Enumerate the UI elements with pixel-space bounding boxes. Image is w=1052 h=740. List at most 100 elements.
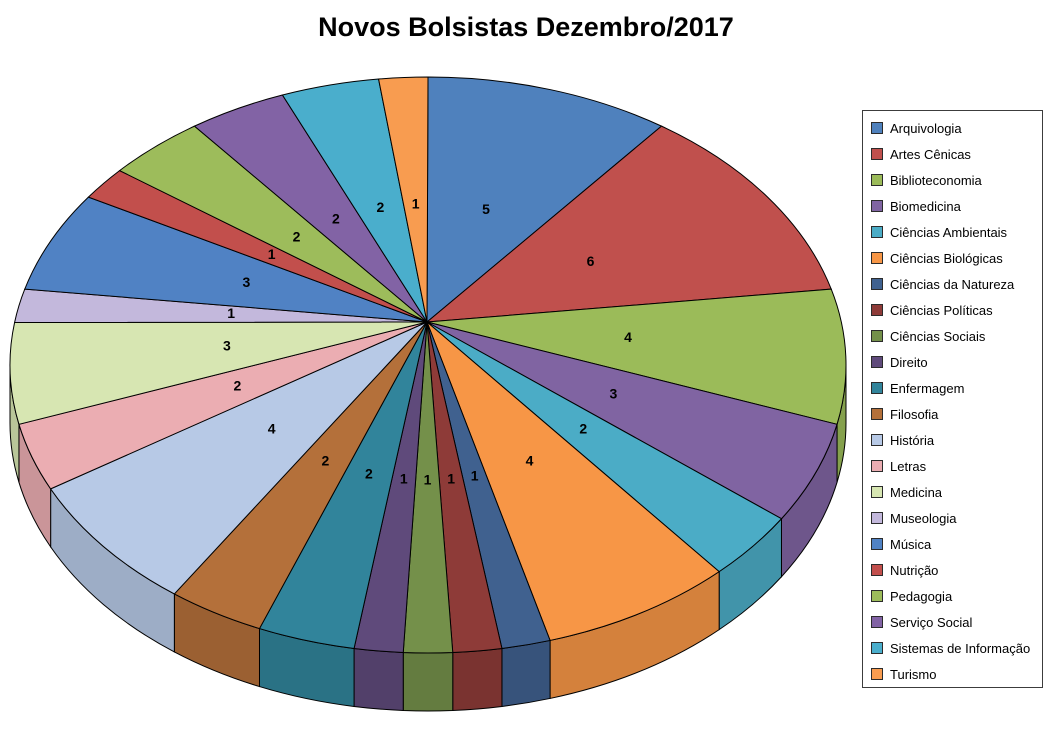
legend-item[interactable]: Nutrição	[871, 557, 1042, 583]
legend-item[interactable]: Biblioteconomia	[871, 167, 1042, 193]
slice-data-label: 2	[322, 452, 330, 468]
slice-data-label: 1	[412, 195, 420, 211]
legend-label: Ciências Políticas	[890, 302, 993, 318]
pie-slice[interactable]: Artes Cênicas: 6	[425, 125, 832, 323]
legend-item[interactable]: Ciências Ambientais	[871, 219, 1042, 245]
legend-swatch	[871, 642, 883, 654]
legend-swatch	[871, 408, 883, 420]
slice-data-label: 1	[400, 471, 408, 487]
slice-data-label: 1	[447, 471, 455, 487]
legend-label: Nutrição	[890, 562, 939, 578]
legend-swatch	[871, 538, 883, 550]
legend-label: Ciências da Natureza	[890, 276, 1015, 292]
legend-item[interactable]: Letras	[871, 453, 1042, 479]
legend-item[interactable]: Biomedicina	[871, 193, 1042, 219]
legend-label: Turismo	[890, 666, 937, 682]
pie-slice[interactable]: Turismo: 1	[377, 76, 429, 323]
legend-swatch	[871, 434, 883, 446]
legend-item[interactable]: Ciências Biológicas	[871, 245, 1042, 271]
legend-label: Direito	[890, 354, 928, 370]
pie-slice[interactable]: Música: 3	[24, 196, 428, 323]
legend-label: Museologia	[890, 510, 957, 526]
legend-label: Medicina	[890, 484, 943, 500]
slice-data-label: 2	[332, 210, 340, 226]
slice-data-label: 2	[365, 466, 373, 482]
slice-data-label: 2	[376, 199, 384, 215]
legend-item[interactable]: História	[871, 427, 1042, 453]
legend-item[interactable]: Música	[871, 531, 1042, 557]
slice-data-label: 2	[579, 420, 587, 436]
pie-slice[interactable]: História: 4	[49, 321, 428, 595]
legend-item[interactable]: Artes Cênicas	[871, 141, 1042, 167]
legend-item[interactable]: Ciências da Natureza	[871, 271, 1042, 297]
legend-item[interactable]: Medicina	[871, 479, 1042, 505]
pie-slice[interactable]: Arquivologia: 5	[426, 76, 663, 324]
legend-swatch	[871, 148, 883, 160]
legend-swatch	[871, 616, 883, 628]
legend-item[interactable]: Museologia	[871, 505, 1042, 531]
legend-swatch	[871, 460, 883, 472]
legend-item[interactable]: Turismo	[871, 661, 1042, 687]
legend-swatch	[871, 122, 883, 134]
legend-label: Biomedicina	[890, 198, 961, 214]
slice-data-label: 1	[268, 246, 276, 262]
slice-data-label: 3	[223, 337, 231, 353]
legend-label: Ciências Ambientais	[890, 224, 1008, 240]
legend-swatch	[871, 356, 883, 368]
slice-data-label: 4	[268, 420, 276, 436]
legend-label: História	[890, 432, 935, 448]
legend-swatch	[871, 226, 883, 238]
pie-slice-wall	[353, 647, 404, 712]
legend-swatch	[871, 512, 883, 524]
slice-data-label: 3	[242, 274, 250, 290]
pie-slice[interactable]: Biomedicina: 3	[426, 321, 838, 520]
legend-label: Serviço Social	[890, 614, 973, 630]
slice-data-label: 1	[227, 305, 235, 321]
legend-swatch	[871, 330, 883, 342]
pie-slice[interactable]: Ciências Biológicas: 4	[426, 321, 720, 642]
pie-slice[interactable]: Biblioteconomia: 4	[426, 288, 847, 425]
legend-swatch	[871, 668, 883, 680]
legend-label: Arquivologia	[890, 120, 962, 136]
legend-label: Ciências Biológicas	[890, 250, 1003, 266]
legend-swatch	[871, 174, 883, 186]
chart-title: Novos Bolsistas Dezembro/2017	[318, 12, 734, 42]
legend-item[interactable]: Enfermagem	[871, 375, 1042, 401]
legend-item[interactable]: Direito	[871, 349, 1042, 375]
legend-swatch	[871, 590, 883, 602]
legend-item[interactable]: Ciências Sociais	[871, 323, 1042, 349]
pie-slice-wall	[402, 651, 454, 712]
legend-item[interactable]: Pedagogia	[871, 583, 1042, 609]
legend-item[interactable]: Arquivologia	[871, 115, 1042, 141]
legend-label: Sistemas de Informação	[890, 640, 1031, 656]
slice-data-label: 3	[610, 385, 618, 401]
slice-data-label: 1	[471, 468, 479, 484]
legend-label: Pedagogia	[890, 588, 953, 604]
legend-label: Enfermagem	[890, 380, 965, 396]
slice-data-label: 5	[482, 201, 490, 217]
legend-swatch	[871, 252, 883, 264]
legend-swatch	[871, 564, 883, 576]
legend-swatch	[871, 278, 883, 290]
slice-data-label: 4	[526, 452, 534, 468]
slice-data-label: 1	[424, 472, 432, 488]
slice-data-label: 2	[234, 378, 242, 394]
legend-label: Artes Cênicas	[890, 146, 971, 162]
pie-slice[interactable]: Medicina: 3	[9, 321, 428, 425]
legend-item[interactable]: Serviço Social	[871, 609, 1042, 635]
pie-slice-wall	[501, 639, 551, 708]
slice-data-label: 6	[587, 253, 595, 269]
legend-item[interactable]: Ciências Políticas	[871, 297, 1042, 323]
slice-data-label: 4	[624, 329, 632, 345]
legend-label: Letras	[890, 458, 927, 474]
pie-slice-wall	[452, 647, 503, 712]
legend: Arquivologia Artes Cênicas Biblioteconomia…	[862, 110, 1043, 688]
legend-item[interactable]: Sistemas de Informação	[871, 635, 1042, 661]
legend-label: Música	[890, 536, 932, 552]
legend-swatch	[871, 304, 883, 316]
legend-label: Biblioteconomia	[890, 172, 982, 188]
slice-data-label: 2	[293, 229, 301, 245]
legend-item[interactable]: Filosofia	[871, 401, 1042, 427]
